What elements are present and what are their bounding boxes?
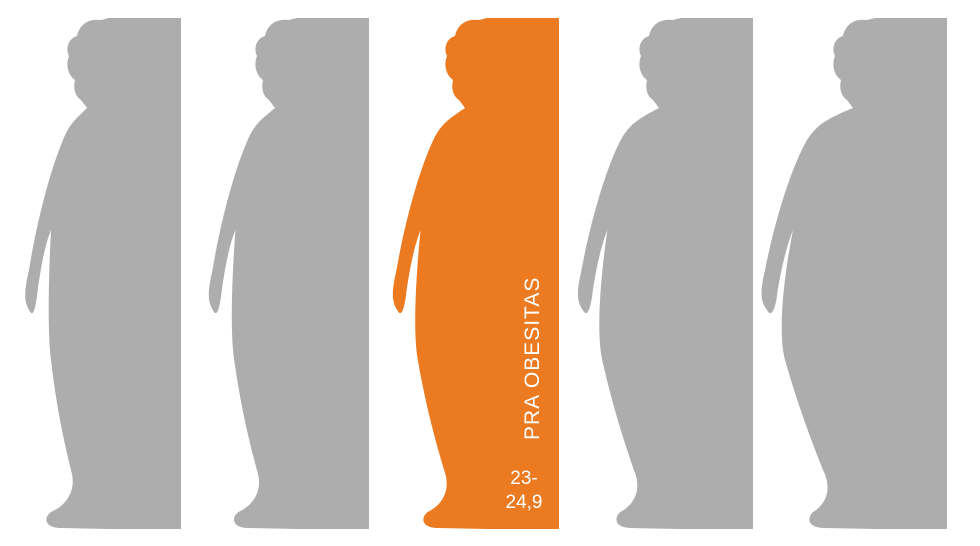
category-bar-3 (487, 18, 559, 529)
category-bar-2 (297, 18, 369, 529)
figure-1 (25, 18, 181, 529)
category-bar-5 (875, 18, 947, 529)
figure-5 (761, 18, 947, 529)
silhouette-4 (577, 18, 681, 529)
figure-4 (577, 18, 753, 529)
bmi-range-line1: 23- (510, 468, 538, 489)
category-bar-4 (681, 18, 753, 529)
category-label: PRA OBESITAS (521, 276, 544, 440)
silhouette-3 (392, 18, 487, 529)
category-bar-1 (109, 18, 181, 529)
bmi-range: 23- 24,9 (490, 467, 558, 515)
figure-3 (392, 18, 559, 529)
silhouette-2 (208, 18, 297, 529)
bmi-range-line2: 24,9 (505, 492, 543, 513)
silhouette-5 (761, 18, 875, 529)
silhouette-1 (25, 18, 109, 529)
figure-2 (208, 18, 369, 529)
